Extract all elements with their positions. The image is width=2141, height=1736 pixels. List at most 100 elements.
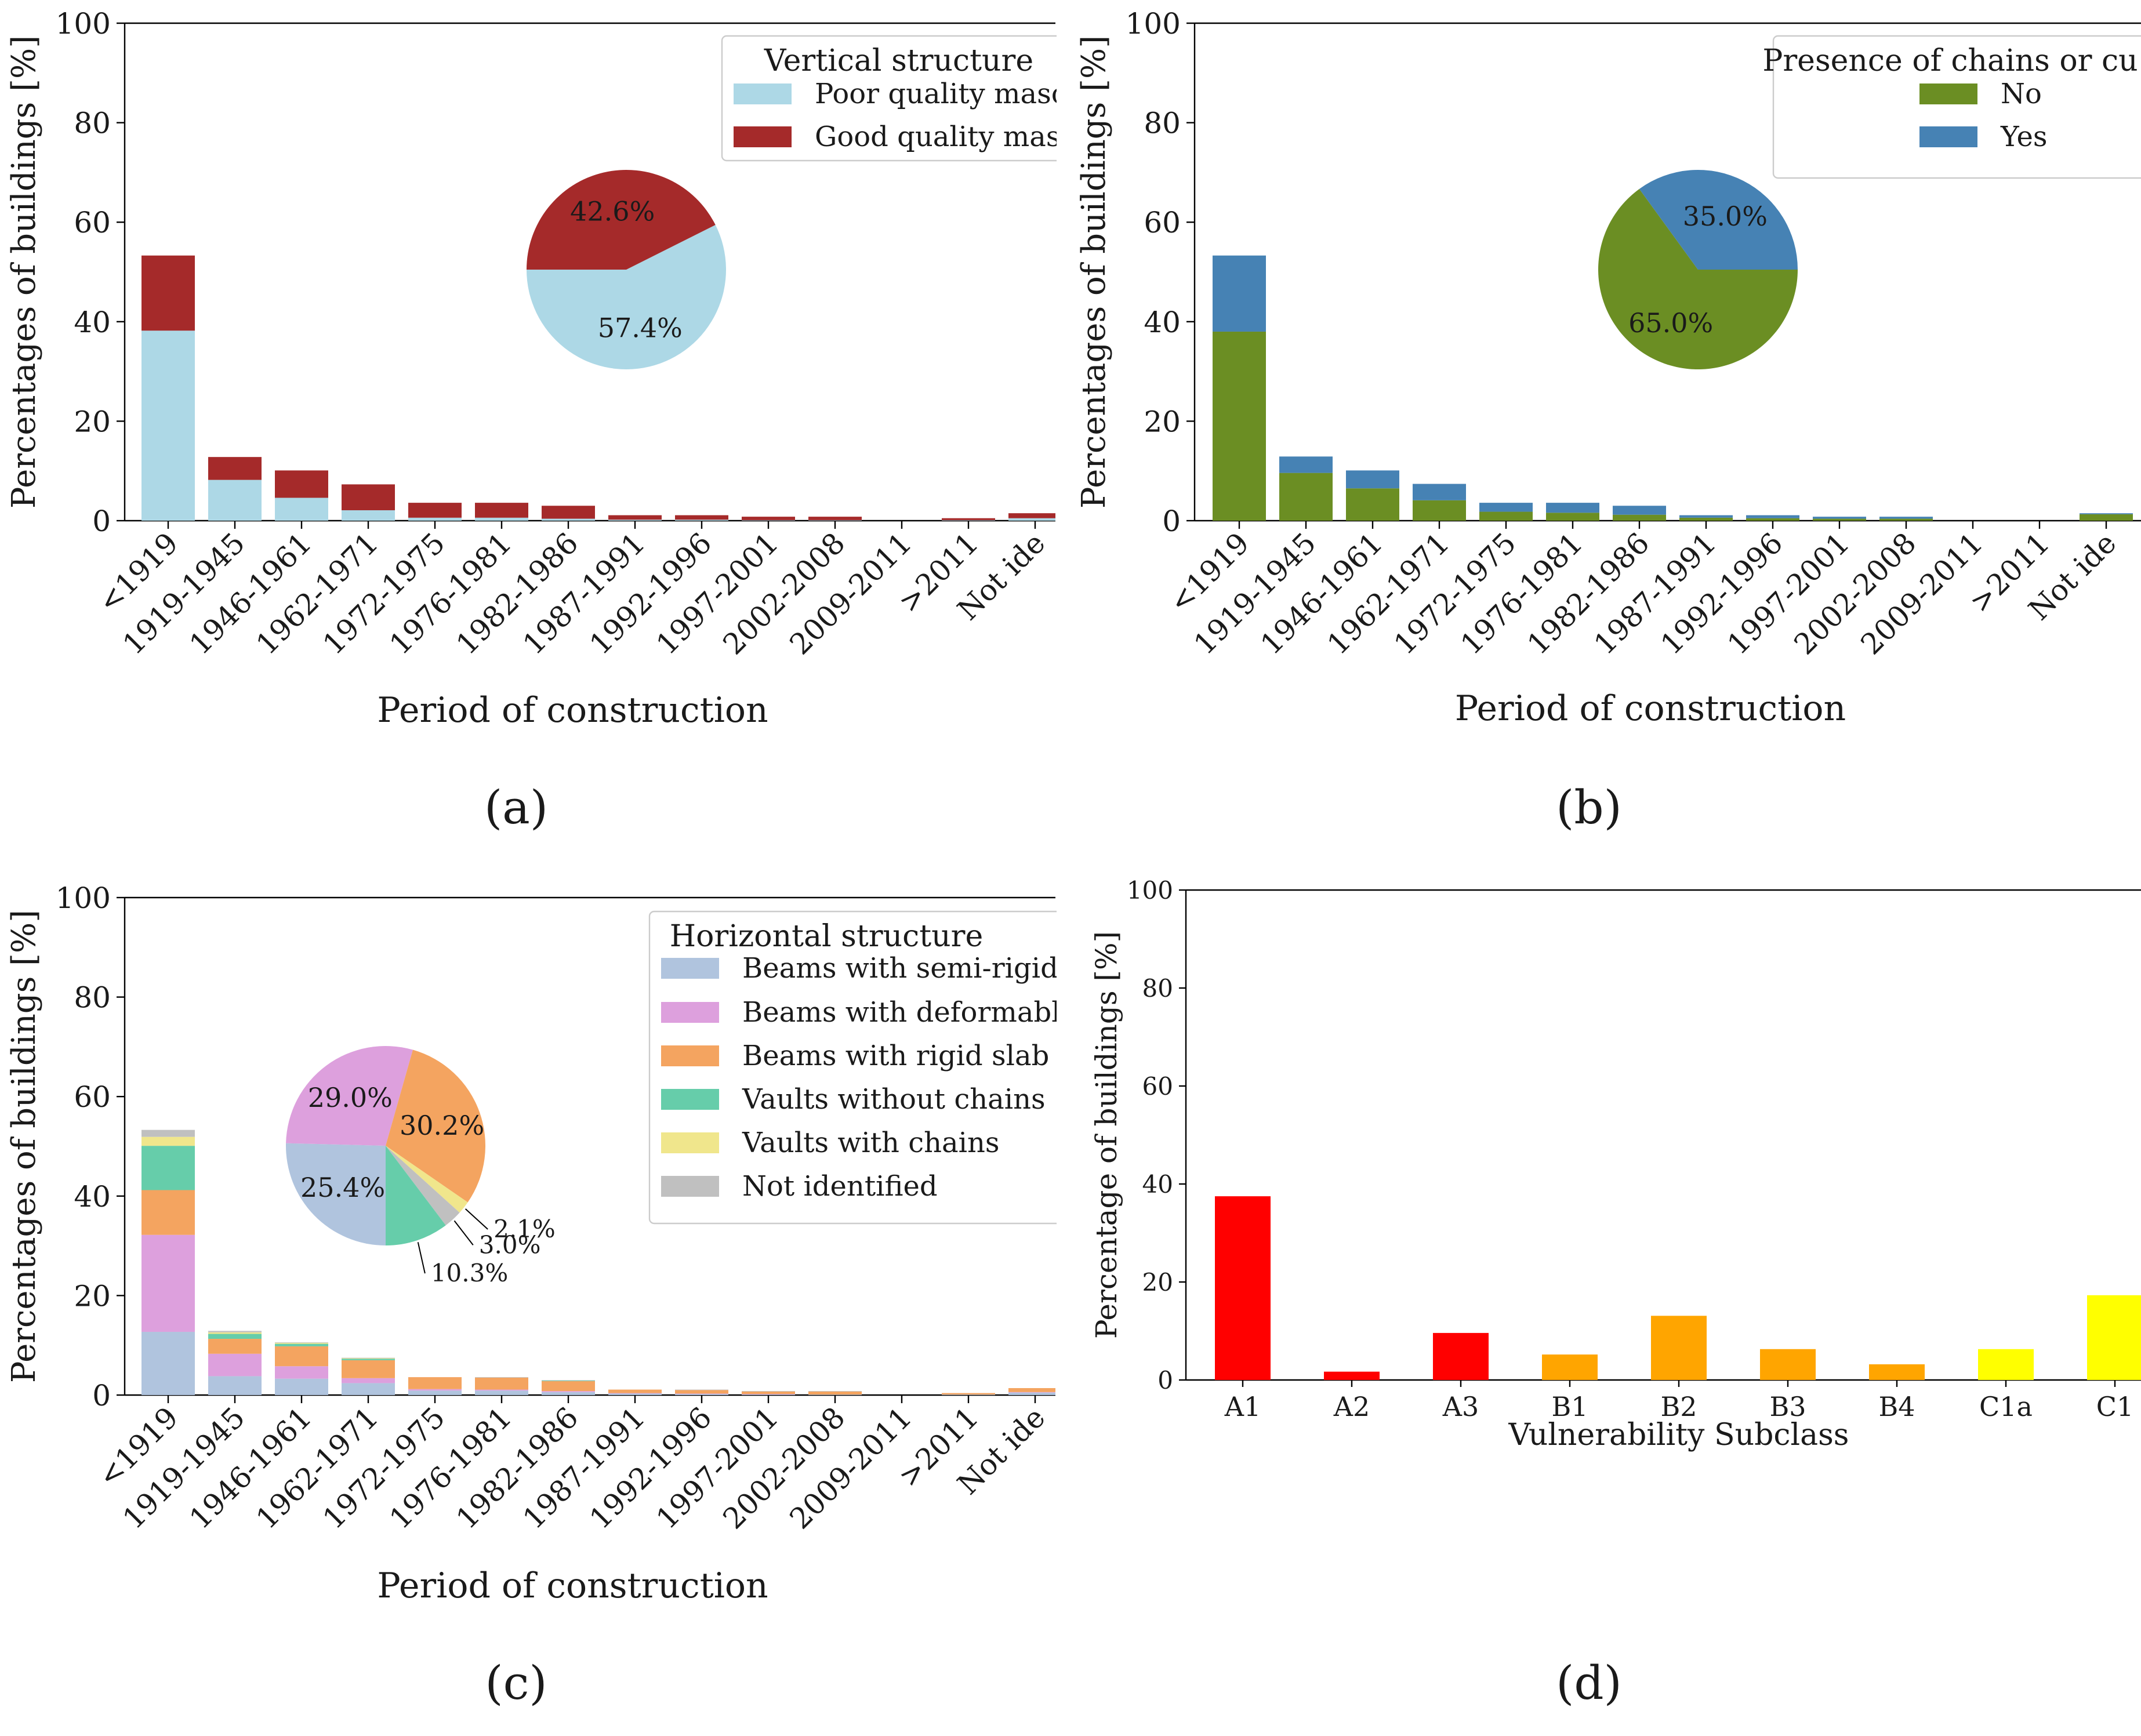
bar-segment: [208, 1339, 262, 1354]
pie-slice: [386, 1146, 460, 1226]
y-tick-label: 60: [74, 1080, 111, 1114]
bar-segment: [1746, 515, 1799, 518]
bar-segment: [475, 1377, 528, 1378]
bar-segment: [275, 1343, 328, 1346]
bar-segment: [808, 1391, 862, 1395]
pie-leader: [417, 1242, 426, 1274]
x-tick-label: B1: [1551, 1391, 1588, 1422]
bar: [1978, 1349, 2034, 1380]
bar-segment: [475, 503, 528, 518]
y-tick-label: 80: [74, 981, 111, 1015]
bar-segment: [275, 1366, 328, 1379]
x-tick-label: B2: [1660, 1391, 1697, 1422]
y-tick-label: 40: [74, 1180, 111, 1214]
pie-label: 35.0%: [1683, 201, 1768, 232]
legend-entry: Yes: [2000, 121, 2048, 153]
bar-segment: [608, 515, 662, 520]
y-tick-label: 80: [74, 107, 111, 140]
bar-segment: [1479, 511, 1533, 521]
bar-segment: [1479, 503, 1533, 512]
bar-segment: [1279, 473, 1333, 521]
bar-segment: [1879, 518, 1933, 521]
y-axis-label: Percentages of buildings [%]: [5, 35, 43, 509]
pie-slice: [285, 1143, 386, 1245]
bar-segment: [342, 484, 395, 510]
y-tick-label: 100: [1126, 7, 1181, 41]
y-tick-label: 20: [74, 405, 111, 438]
bar-segment: [475, 1389, 528, 1391]
bar-segment: [141, 255, 195, 331]
pie-slice: [527, 224, 727, 369]
legend-swatch: [661, 1045, 719, 1066]
legend-entry: Beams with semi-rigid sl: [742, 952, 1090, 985]
x-axis-label: Period of construction: [377, 690, 768, 731]
legend-swatch: [661, 1132, 719, 1153]
y-tick-label: 0: [1162, 504, 1181, 538]
y-tick-label: 80: [1144, 107, 1181, 140]
bar: [1324, 1371, 1380, 1380]
bar-segment: [1813, 518, 1866, 521]
pie-chart: 65.0% 35.0%: [1598, 169, 1798, 369]
y-tick-label: 20: [1142, 1268, 1173, 1296]
bar-segment: [608, 1393, 662, 1394]
pie-label: 25.4%: [300, 1172, 385, 1203]
x-tick-label: C1: [2096, 1391, 2133, 1422]
bar-segment: [742, 517, 795, 521]
legend-entry: Beams with deformable s: [742, 996, 1100, 1029]
legend-title: Presence of chains or cu: [1762, 43, 2138, 78]
legend-entry: No: [2001, 78, 2042, 110]
bar-segment: [408, 517, 462, 521]
y-tick-label: 60: [1144, 206, 1181, 239]
y-tick-label: 100: [1127, 876, 1173, 905]
x-tick-label: C1a: [1979, 1391, 2033, 1422]
y-axis-label: Percentage of buildings [%]: [1090, 931, 1123, 1339]
x-axis-label: Period of construction: [377, 1566, 768, 1606]
bar-segment: [342, 1359, 395, 1360]
bar-segment: [542, 1391, 595, 1392]
bar-segment: [942, 1393, 995, 1395]
x-axis-label: Vulnerability Subclass: [1508, 1418, 1849, 1452]
legend-swatch: [1919, 126, 1977, 147]
bar-segment: [1279, 456, 1333, 473]
y-tick-label: 40: [74, 306, 111, 339]
pie-chart: 57.4% 42.6%: [527, 170, 727, 369]
bar-segment: [408, 1389, 462, 1391]
bar-segment: [1679, 517, 1733, 521]
pie-slice: [1639, 169, 1798, 270]
bar-segment: [675, 1390, 728, 1394]
bar-segment: [1413, 484, 1466, 500]
bar-segment: [275, 1342, 328, 1344]
bar-segment: [542, 506, 595, 519]
bar-segment: [208, 1332, 262, 1334]
bar-segment: [942, 520, 995, 521]
legend-swatch: [734, 126, 792, 147]
bar-segment: [141, 1190, 195, 1235]
x-axis-label: Period of construction: [1455, 688, 1846, 729]
bar-segment: [275, 470, 328, 498]
y-tick-label: 0: [92, 1379, 111, 1412]
bar: [1760, 1349, 1816, 1380]
bar-segment: [742, 1394, 795, 1395]
bar-segment: [208, 480, 262, 521]
bar-segment: [408, 1377, 462, 1389]
y-tick-label: 100: [56, 7, 111, 41]
bar-segment: [608, 520, 662, 521]
x-tick-label: B3: [1769, 1391, 1806, 1422]
bar-segment: [1413, 500, 1466, 521]
bar-segment: [1813, 517, 1866, 519]
bar-segment: [675, 1394, 728, 1395]
bar-segment: [208, 1334, 262, 1339]
panel-label: (a): [484, 780, 548, 834]
y-tick-label: 40: [1144, 306, 1181, 339]
y-tick-label: 0: [1157, 1366, 1173, 1394]
bar-segment: [608, 1389, 662, 1393]
pie-leader: [453, 1220, 474, 1245]
y-tick-label: 20: [1144, 405, 1181, 438]
pie-label: 65.0%: [1628, 307, 1713, 339]
legend-clip: [1057, 34, 1196, 164]
bar: [1542, 1354, 1598, 1380]
bar-segment: [1546, 513, 1599, 521]
pie-slice: [386, 1146, 446, 1245]
